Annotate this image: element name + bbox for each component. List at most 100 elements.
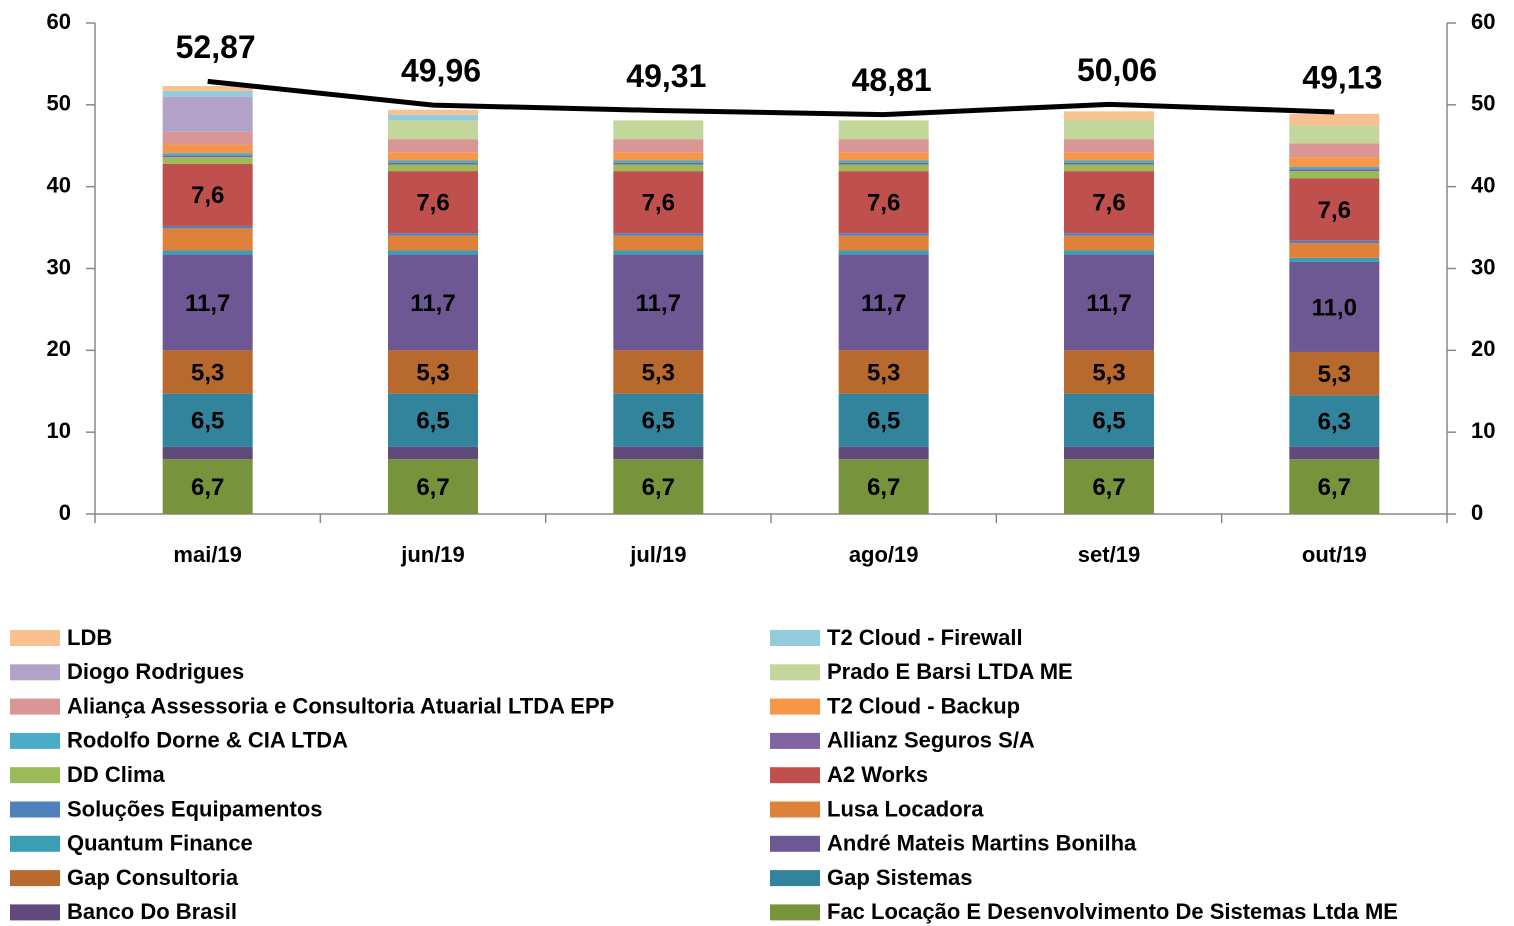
bar-segment: [388, 446, 478, 460]
y2-tick-label: 10: [1471, 418, 1495, 443]
bar-segment: [1289, 240, 1380, 244]
y-tick-label: 20: [47, 336, 71, 361]
total-label: 52,87: [176, 29, 256, 65]
bar-segment: [162, 163, 253, 226]
bar-segment: [1289, 351, 1380, 396]
legend-swatch: [770, 698, 820, 715]
legend-label: Quantum Finance: [67, 831, 253, 856]
legend-swatch: [770, 801, 820, 818]
y2-tick-label: 60: [1471, 9, 1495, 34]
y2-tick-label: 30: [1471, 254, 1495, 279]
y-tick-label: 0: [59, 500, 71, 525]
bar-segment: [1289, 125, 1380, 144]
bar-segment: [162, 393, 253, 447]
total-label: 49,31: [626, 58, 706, 94]
bar-segment: [613, 350, 704, 394]
data-label: 6,5: [867, 408, 900, 435]
bar-segment: [838, 350, 929, 394]
bar-segment: [1289, 157, 1380, 168]
bar-segment: [838, 446, 929, 460]
total-line: [207, 78, 1335, 118]
data-label: 7,6: [642, 190, 675, 217]
data-label: 7,6: [1092, 190, 1125, 217]
bar-segment: [388, 250, 478, 255]
bar-segment: [838, 120, 929, 140]
bar-segment: [388, 350, 478, 394]
bar-segment: [1289, 171, 1380, 179]
bar-segment: [838, 171, 929, 234]
bar-segment: [388, 171, 478, 234]
legend-label: Fac Locação E Desenvolvimento De Sistema…: [827, 899, 1398, 924]
bar-segment: [162, 459, 253, 514]
data-label: 11,7: [1086, 290, 1131, 317]
bar-segment: [838, 139, 929, 153]
total-label: 50,06: [1077, 52, 1157, 88]
bar-segment: [1289, 446, 1380, 460]
y2-tick-label: 20: [1471, 336, 1495, 361]
data-label: 5,3: [1092, 359, 1125, 386]
x-tick-label: jun/19: [400, 542, 465, 567]
legend-swatch: [770, 904, 820, 921]
y-tick-label: 50: [47, 91, 71, 116]
bar-segment: [388, 233, 478, 236]
bar-segment: [613, 254, 704, 351]
legend-label: Diogo Rodrigues: [67, 659, 244, 684]
legend-swatch: [770, 835, 820, 852]
data-label: 11,7: [410, 290, 455, 317]
bar-segment: [1289, 178, 1380, 241]
legend-swatch: [770, 664, 820, 681]
data-label: 6,5: [191, 408, 224, 435]
bar-segment: [838, 235, 929, 251]
bar-segment: [162, 131, 253, 145]
data-label: 6,7: [867, 474, 900, 501]
legend-label: Aliança Assessoria e Consultoria Atuaria…: [67, 693, 614, 718]
legend-swatch: [10, 835, 60, 852]
bar-segment: [162, 228, 253, 251]
data-label: 5,3: [642, 359, 675, 386]
bar-segment: [388, 139, 478, 153]
bar-segment: [613, 152, 704, 161]
bar-segment: [1064, 139, 1154, 153]
bar-segment: [388, 164, 478, 172]
data-label: 11,7: [185, 290, 230, 317]
bar-segment: [162, 254, 253, 351]
bar-segment: [1064, 446, 1154, 460]
legend-label: Banco Do Brasil: [67, 899, 237, 924]
bar-segment: [1064, 250, 1154, 255]
y-tick-label: 10: [47, 418, 71, 443]
bar-segment: [838, 459, 929, 514]
data-label: 7,6: [867, 190, 900, 217]
data-label: 11,7: [636, 290, 681, 317]
data-label: 6,7: [642, 474, 675, 501]
legend-label: T2 Cloud - Backup: [827, 693, 1020, 718]
bar-segment: [388, 459, 478, 514]
bar-segment: [162, 90, 253, 97]
bar-segment: [1064, 393, 1154, 447]
bar-segment: [613, 162, 704, 165]
bar-segment: [388, 393, 478, 447]
bar-segment: [162, 153, 253, 156]
y-tick-label: 40: [47, 172, 71, 197]
bar-segment: [1064, 119, 1154, 140]
legend-swatch: [10, 664, 60, 681]
bar-segment: [613, 171, 704, 234]
bar-segment: [388, 254, 478, 351]
bar-segment: [388, 235, 478, 251]
bar-segment: [1064, 235, 1154, 251]
legend-swatch: [10, 698, 60, 715]
data-label: 5,3: [867, 359, 900, 386]
bar-segment: [838, 162, 929, 165]
bar-segment: [1289, 243, 1380, 258]
legend-label: Soluções Equipamentos: [67, 796, 323, 821]
legend-label: A2 Works: [827, 762, 928, 787]
total-label: 48,81: [852, 62, 932, 98]
data-label: 11,7: [861, 290, 906, 317]
bar-segment: [1289, 143, 1380, 158]
legend-swatch: [10, 904, 60, 921]
data-label: 7,6: [416, 190, 449, 217]
legend-label: Gap Sistemas: [827, 865, 973, 890]
x-tick-label: ago/19: [849, 542, 919, 567]
data-label: 6,5: [642, 408, 675, 435]
bar-segment: [162, 86, 253, 91]
